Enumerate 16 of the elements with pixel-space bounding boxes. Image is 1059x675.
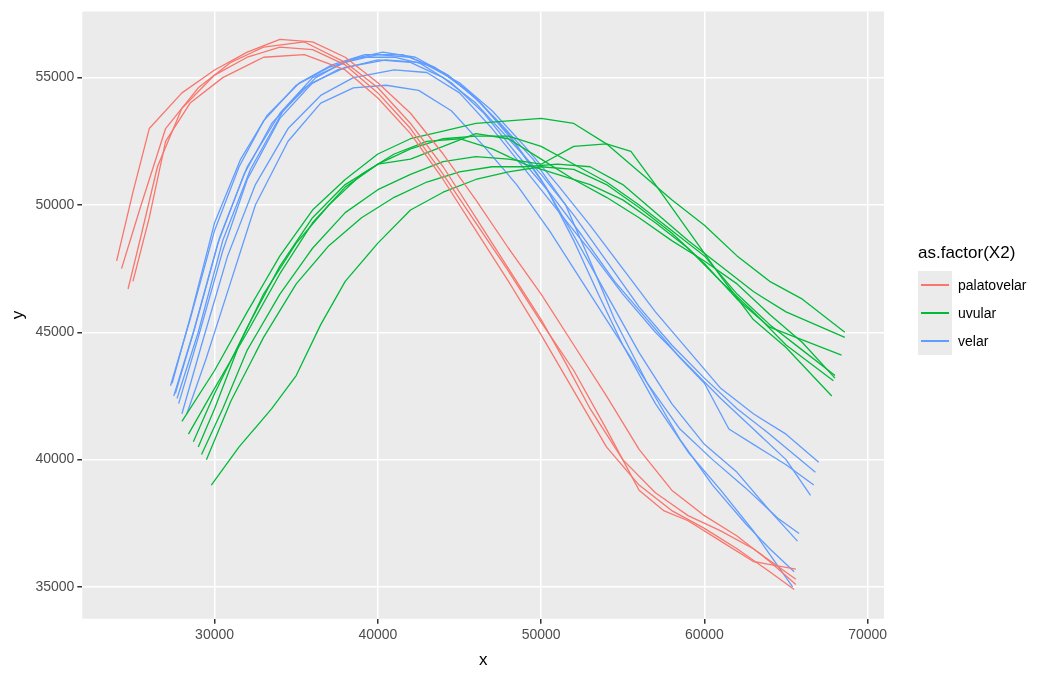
y-tick-label: 55000 bbox=[35, 68, 75, 85]
y-axis-title: y bbox=[7, 310, 27, 320]
legend-label: palatovelar bbox=[958, 277, 1027, 293]
y-tick-label: 50000 bbox=[35, 195, 75, 212]
x-tick-label: 40000 bbox=[358, 626, 398, 643]
legend-label: uvular bbox=[958, 305, 997, 321]
y-tick-label: 45000 bbox=[35, 323, 75, 340]
x-tick-label: 30000 bbox=[195, 626, 235, 643]
x-axis-title: x bbox=[478, 650, 488, 670]
x-tick-label: 60000 bbox=[684, 626, 725, 643]
y-tick-label: 35000 bbox=[35, 577, 75, 594]
x-tick-label: 50000 bbox=[521, 626, 561, 643]
x-tick-label: 70000 bbox=[848, 626, 888, 643]
legend-title: as.factor(X2) bbox=[918, 243, 1017, 263]
y-tick-label: 40000 bbox=[35, 450, 75, 467]
legend-label: velar bbox=[958, 333, 989, 349]
